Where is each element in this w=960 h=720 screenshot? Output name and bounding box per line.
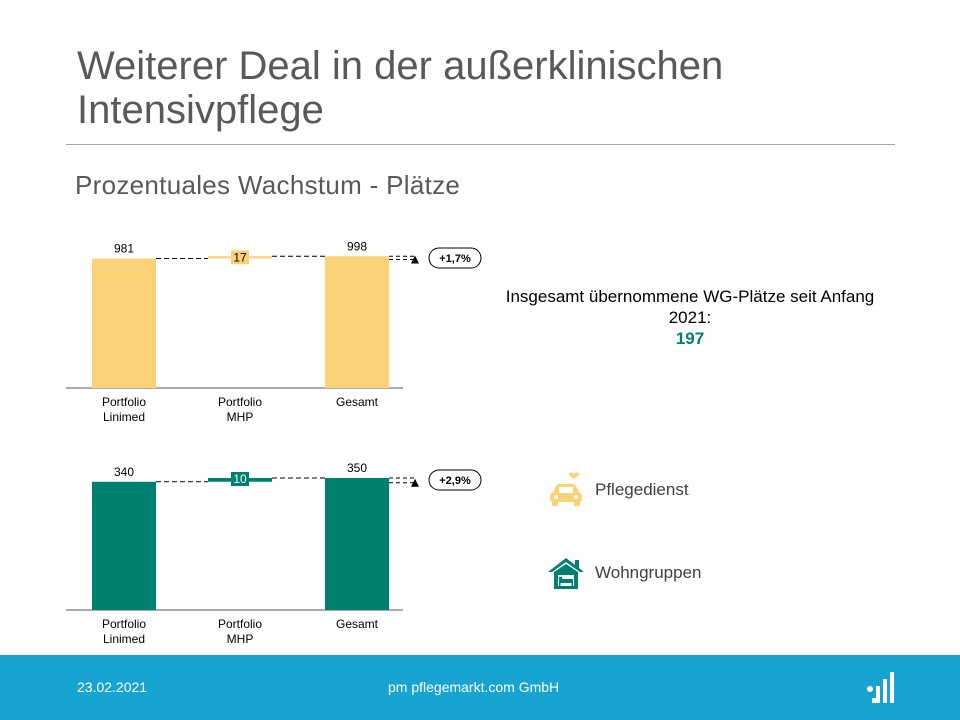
title-divider [66, 144, 895, 145]
footer-date: 23.02.2021 [77, 679, 148, 695]
summary-box: Insgesamt übernommene WG-Plätze seit Anf… [500, 286, 880, 349]
value-label-gesamt: 998 [347, 239, 367, 253]
value-label-portfolio-mhp: 10 [233, 472, 247, 486]
legend-item-pflegedienst: Pflegedienst [546, 470, 689, 510]
growth-arrow-icon [411, 478, 419, 487]
value-label-portfolio-mhp: 17 [233, 250, 247, 264]
growth-arrow-icon [411, 255, 419, 264]
category-label: Gesamt [336, 395, 379, 409]
growth-label: +1,7% [439, 253, 471, 265]
category-label: Gesamt [336, 617, 379, 631]
legend-label: Pflegedienst [595, 480, 689, 499]
growth-label: +2,9% [439, 475, 471, 487]
pflegemarkt-logo-icon [867, 672, 894, 703]
bar-gesamt [325, 256, 389, 388]
category-label: Portfolio MHP [218, 395, 262, 424]
bar-portfolio-linimed [92, 481, 156, 610]
category-label: Portfolio Linimed [102, 395, 146, 424]
bar-gesamt [325, 478, 389, 610]
category-label: Portfolio Linimed [102, 617, 146, 646]
bar-portfolio-linimed [92, 258, 156, 388]
growth-badge [428, 469, 482, 491]
growth-badge [428, 247, 482, 269]
value-label-gesamt: 350 [347, 461, 367, 475]
summary-text: Insgesamt übernommene WG-Plätze seit Anf… [505, 287, 875, 327]
summary-value: 197 [675, 329, 705, 348]
slide-subtitle: Prozentuales Wachstum - Plätze [75, 170, 461, 200]
legend-item-wohngruppen: Wohngruppen [546, 553, 702, 593]
house-bed-icon [548, 558, 584, 589]
slide-title: Weiterer Deal in der außerklinischen Int… [77, 44, 724, 132]
footer-bar: 23.02.2021 pm pflegemarkt.com GmbH [0, 655, 960, 720]
value-label-box [231, 472, 249, 486]
legend-label: Wohngruppen [595, 563, 702, 582]
value-label-portfolio-linimed: 340 [114, 465, 134, 479]
category-label: Portfolio MHP [218, 617, 262, 646]
value-label-box [231, 250, 249, 265]
footer-company: pm pflegemarkt.com GmbH [388, 679, 560, 695]
car-heart-icon [550, 472, 582, 506]
value-label-portfolio-linimed: 981 [114, 242, 134, 256]
